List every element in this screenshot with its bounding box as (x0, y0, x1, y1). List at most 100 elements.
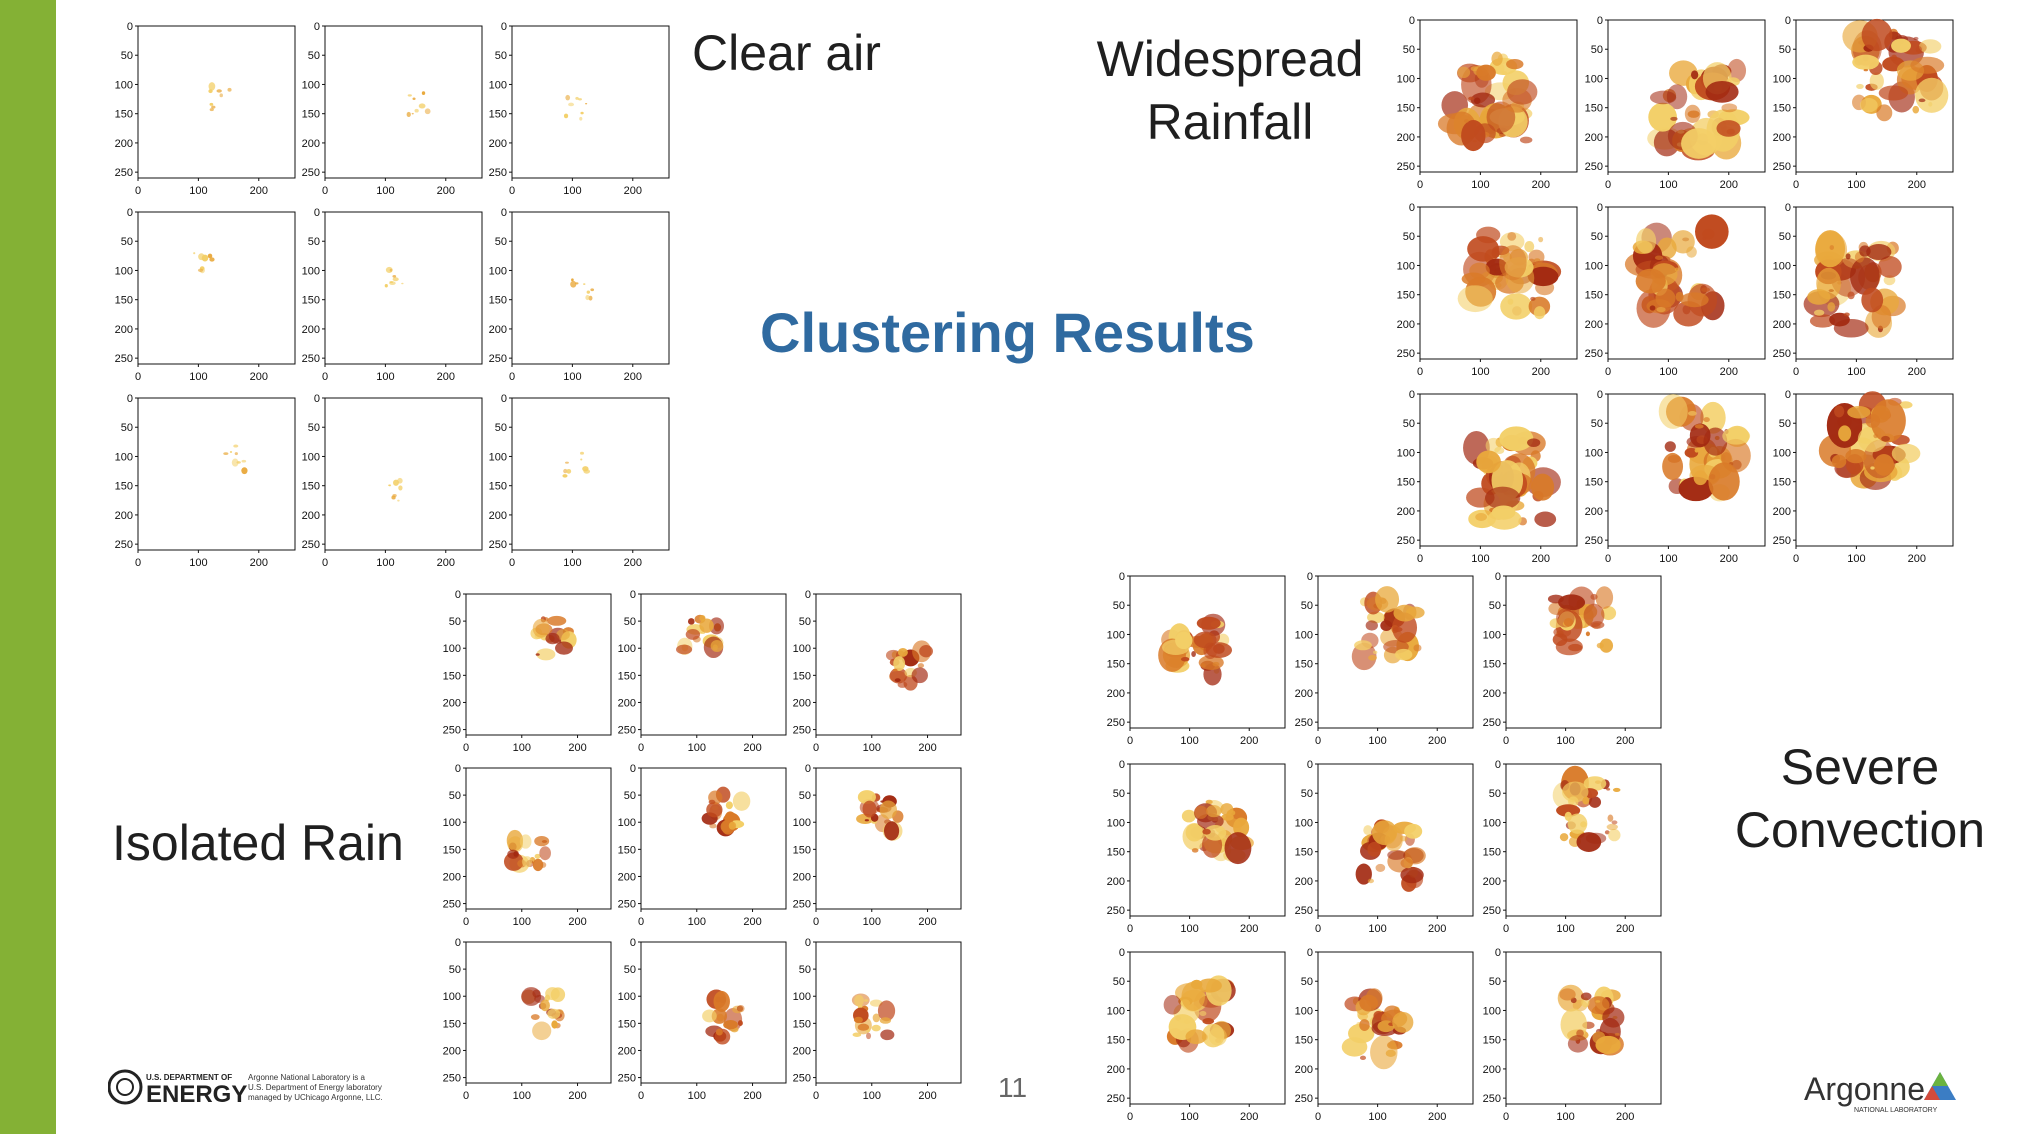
argonne-sub: NATIONAL LABORATORY (1854, 1107, 1938, 1114)
echo-blob (897, 647, 908, 657)
echo-blob (1385, 1049, 1396, 1057)
y-tick-label: 0 (455, 937, 461, 949)
echo-blob (414, 108, 419, 113)
echo-blob (864, 819, 869, 822)
y-tick-label: 100 (1295, 817, 1313, 829)
echo-blob (384, 284, 388, 288)
x-tick-label: 0 (813, 1090, 819, 1102)
echo-blob (1919, 39, 1942, 54)
x-tick-label: 100 (1471, 366, 1489, 378)
echo-blob (1602, 1007, 1625, 1028)
x-tick-label: 200 (250, 185, 268, 197)
echo-blob (198, 253, 205, 261)
echo-blob (1559, 833, 1569, 842)
echo-blob (1852, 54, 1880, 70)
y-tick-label: 100 (1483, 817, 1501, 829)
echo-blob (1563, 618, 1574, 627)
y-tick-label: 100 (618, 991, 636, 1003)
label-widespread-rainfall: Widespread Rainfall (1096, 31, 1364, 150)
echo-blob (871, 1024, 881, 1032)
y-tick-label: 150 (1107, 1035, 1125, 1047)
y-tick-label: 150 (115, 295, 133, 307)
echo-blob (1588, 796, 1602, 808)
echo-blob (535, 653, 540, 656)
echo-blob (706, 802, 723, 818)
x-tick-label: 0 (1417, 179, 1423, 191)
x-tick-label: 100 (1368, 735, 1386, 747)
panel-frame (324, 211, 483, 365)
y-tick-label: 100 (1585, 260, 1603, 272)
x-tick-label: 100 (688, 916, 706, 928)
echo-blob (506, 829, 524, 852)
echo-blob (1687, 410, 1697, 416)
y-tick-label: 150 (618, 1018, 636, 1030)
y-tick-label: 100 (115, 451, 133, 463)
x-tick-label: 100 (1556, 923, 1574, 935)
severe-panel: 0 50 100 150 200 250 0 100 200 (1278, 754, 1477, 943)
y-tick-label: 0 (501, 21, 507, 33)
y-tick-label: 100 (793, 643, 811, 655)
echo-blob (1912, 105, 1920, 114)
y-tick-label: 200 (1483, 1064, 1501, 1076)
echo-blob (702, 1009, 717, 1023)
y-tick-label: 250 (443, 725, 461, 737)
echo-blob (1567, 1035, 1589, 1053)
x-tick-label: 200 (918, 916, 936, 928)
echo-blob (894, 678, 901, 683)
y-tick-label: 250 (1773, 161, 1791, 173)
echo-blob (1461, 120, 1486, 152)
widespread-panel: 0 50 100 150 200 250 0 100 200 (1380, 10, 1581, 199)
echo-blob (1861, 18, 1893, 52)
x-tick-label: 200 (1616, 735, 1634, 747)
echo-blob (1457, 285, 1493, 313)
echo-blob (713, 990, 730, 1012)
echo-blob (566, 468, 572, 474)
y-tick-label: 250 (1107, 717, 1125, 729)
echo-blob (234, 452, 238, 456)
x-tick-label: 0 (1417, 366, 1423, 378)
echo-blob (1870, 466, 1875, 470)
x-tick-label: 200 (1240, 1111, 1258, 1123)
echo-blob (1355, 863, 1372, 885)
echo-blob (1507, 79, 1538, 105)
echo-blob (563, 113, 569, 119)
x-tick-label: 200 (1532, 553, 1550, 565)
echo-blob (197, 268, 204, 272)
x-tick-label: 0 (463, 916, 469, 928)
y-tick-label: 150 (489, 295, 507, 307)
echo-blob (1866, 244, 1892, 260)
isolated-panel: 0 50 100 150 200 250 0 100 200 (601, 932, 790, 1110)
y-tick-label: 0 (805, 589, 811, 601)
echo-blob (389, 281, 396, 286)
x-tick-label: 0 (1127, 1111, 1133, 1123)
y-tick-label: 0 (314, 207, 320, 219)
echo-blob (879, 1017, 892, 1024)
x-tick-label: 0 (1503, 1111, 1509, 1123)
widespread-panel: 0 50 100 150 200 250 0 100 200 (1568, 197, 1769, 386)
y-tick-label: 250 (1585, 535, 1603, 547)
y-tick-label: 150 (793, 670, 811, 682)
x-tick-label: 100 (863, 1090, 881, 1102)
echo-blob (227, 87, 232, 92)
label-isolated-rain: Isolated Rain (112, 815, 404, 871)
doe-line1: U.S. DEPARTMENT OF (146, 1073, 232, 1082)
y-tick-label: 200 (489, 510, 507, 522)
echo-blob (1690, 70, 1699, 80)
clear_air-panel: 0 50 100 150 200 250 0 100 200 (98, 388, 299, 577)
echo-blob (879, 800, 897, 819)
echo-blob (1608, 828, 1621, 842)
echo-blob (407, 94, 412, 97)
panel-frame (465, 593, 612, 736)
echo-blob (565, 94, 571, 101)
y-tick-label: 50 (1301, 600, 1313, 612)
y-tick-label: 50 (495, 236, 507, 248)
echo-blob (1670, 116, 1678, 121)
y-tick-label: 250 (1585, 348, 1603, 360)
echo-blob (580, 111, 584, 115)
x-tick-label: 200 (437, 557, 455, 569)
